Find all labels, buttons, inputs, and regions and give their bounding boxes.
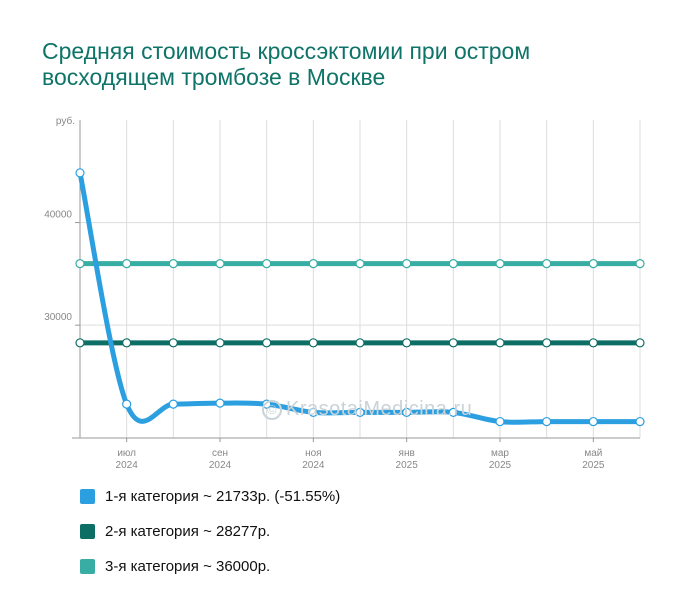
data-point-series-1[interactable] (402, 407, 412, 417)
y-tick-label: 30000 (44, 312, 72, 323)
watermark-text: KrasotaiMedicina.ru (286, 398, 473, 420)
y-tick-label: 40000 (44, 210, 72, 221)
data-point-series-2[interactable] (75, 338, 85, 348)
data-point-series-2[interactable] (215, 338, 225, 348)
x-tick-label-year: 2024 (302, 460, 325, 471)
y-axis-unit-label: руб. (56, 115, 75, 127)
x-tick-label-year: 2025 (489, 460, 512, 471)
x-tick-label-month: июл (117, 448, 136, 459)
data-point-series-2[interactable] (495, 338, 505, 348)
chart-title-line-2: восходящем тромбозе в Москве (42, 64, 386, 90)
legend-label-1: 1-я категория ~ 21733р. (-51.55%) (105, 487, 341, 505)
legend-label-2: 2-я категория ~ 28277р. (105, 522, 271, 540)
data-point-series-2[interactable] (542, 338, 552, 348)
data-point-series-3[interactable] (122, 259, 132, 269)
data-point-series-2[interactable] (635, 338, 645, 348)
data-point-series-1[interactable] (308, 407, 318, 417)
x-tick-label-year: 2024 (209, 460, 232, 471)
data-point-series-2[interactable] (355, 338, 365, 348)
x-tick-label-month: май (584, 448, 602, 459)
data-point-series-3[interactable] (542, 259, 552, 269)
watermark: © KrasotaiMedicina.ru (262, 398, 472, 421)
data-point-series-1[interactable] (635, 416, 645, 427)
chart-title-line-1: Средняя стоимость кроссэктомии при остро… (42, 38, 531, 64)
chart-legend: 1-я категория ~ 21733р. (-51.55%) 2-я ка… (80, 486, 340, 591)
data-point-series-3[interactable] (168, 259, 178, 269)
x-tick-label-month: сен (212, 448, 228, 459)
data-point-series-2[interactable] (402, 338, 412, 348)
data-point-series-3[interactable] (588, 259, 598, 269)
line-chart: 3000040000руб.июл2024сен2024ноя2024янв20… (44, 115, 645, 471)
x-tick-label-year: 2024 (116, 460, 139, 471)
x-tick-label-month: ноя (305, 448, 322, 459)
data-point-series-3[interactable] (448, 259, 458, 269)
data-point-series-2[interactable] (588, 338, 598, 348)
chart-points (75, 168, 645, 427)
data-point-series-1[interactable] (448, 407, 458, 417)
data-point-series-2[interactable] (262, 338, 272, 348)
x-tick-label-year: 2025 (582, 460, 605, 471)
legend-swatch-3 (80, 558, 95, 574)
chart-grid (80, 120, 641, 438)
legend-label-3: 3-я категория ~ 36000р. (105, 557, 271, 575)
legend-item-series-2[interactable]: 2-я категория ~ 28277р. (80, 521, 340, 541)
data-point-series-2[interactable] (308, 338, 318, 348)
data-point-series-1[interactable] (168, 399, 178, 409)
data-point-series-1[interactable] (122, 399, 132, 409)
legend-item-series-1[interactable]: 1-я категория ~ 21733р. (-51.55%) (80, 486, 340, 506)
data-point-series-3[interactable] (308, 259, 318, 269)
data-point-series-1[interactable] (542, 416, 552, 427)
data-point-series-1[interactable] (495, 416, 505, 427)
x-tick-label-month: янв (399, 448, 415, 459)
data-point-series-2[interactable] (168, 338, 178, 348)
data-point-series-3[interactable] (635, 259, 645, 269)
data-point-series-3[interactable] (355, 259, 365, 269)
data-point-series-2[interactable] (448, 338, 458, 348)
chart-title: Средняя стоимость кроссэктомии при остро… (42, 38, 662, 90)
legend-swatch-2 (80, 523, 95, 539)
data-point-series-3[interactable] (75, 259, 85, 269)
data-point-series-2[interactable] (122, 338, 132, 348)
data-point-series-1[interactable] (355, 407, 365, 417)
x-tick-label-month: мар (491, 448, 509, 459)
watermark-copyright-icon: © (262, 400, 282, 420)
data-point-series-3[interactable] (262, 259, 272, 269)
data-point-series-3[interactable] (402, 259, 412, 269)
data-point-series-1[interactable] (588, 416, 598, 427)
data-point-series-3[interactable] (215, 259, 225, 269)
legend-item-series-3[interactable]: 3-я категория ~ 36000р. (80, 556, 340, 576)
x-tick-label-year: 2025 (396, 460, 419, 471)
data-point-series-1[interactable] (215, 398, 225, 408)
data-point-series-3[interactable] (495, 259, 505, 269)
data-point-series-1[interactable] (75, 168, 85, 178)
legend-swatch-1 (80, 488, 95, 504)
